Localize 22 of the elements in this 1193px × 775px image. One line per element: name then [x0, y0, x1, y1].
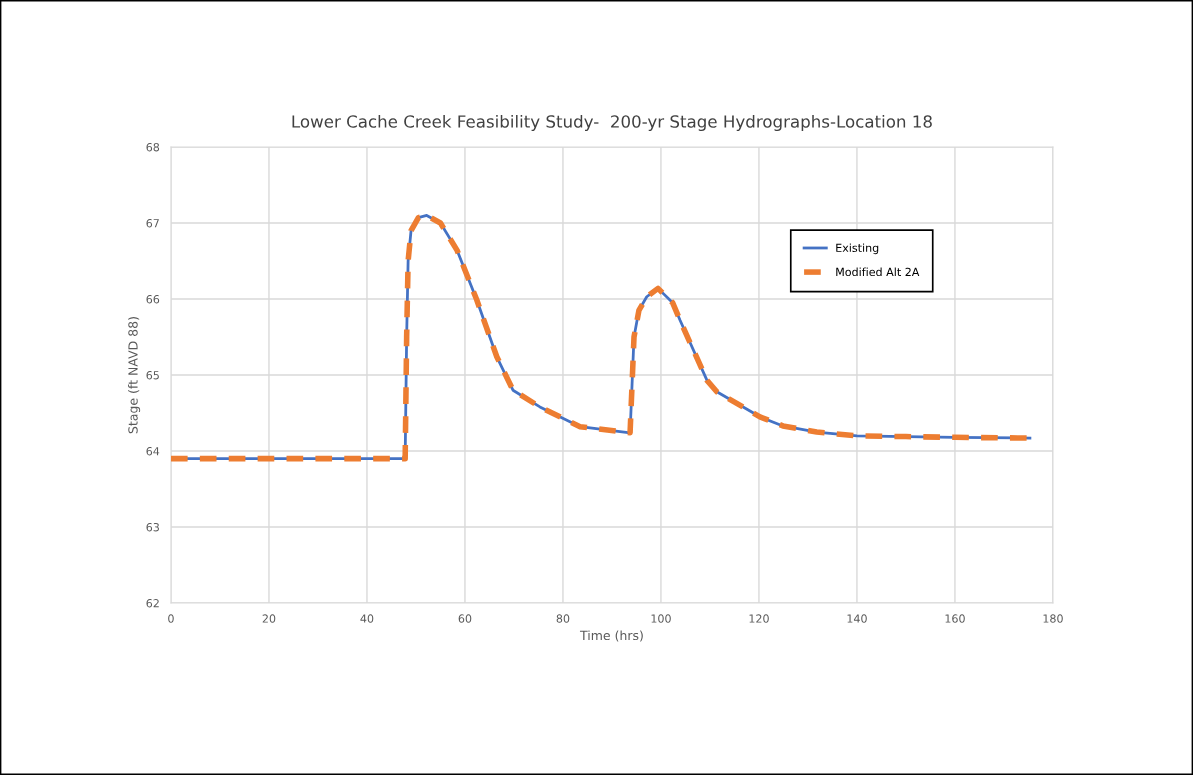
- x-tick-label: 160: [945, 614, 965, 623]
- x-tick-label: 100: [651, 614, 671, 623]
- x-tick-label: 140: [847, 614, 867, 623]
- x-tick-label: 180: [1043, 614, 1063, 623]
- x-tick-label: 80: [556, 614, 570, 623]
- legend-label: Existing: [836, 243, 879, 255]
- y-tick-label: 62: [146, 599, 159, 608]
- y-tick-label: 68: [146, 142, 160, 152]
- y-tick-label: 64: [146, 447, 160, 456]
- y-tick-label: 66: [146, 295, 160, 304]
- chart-title: Lower Cache Creek Feasibility Study- 200-yr Stage Hydrographs-Location 18: [292, 114, 932, 132]
- y-tick-label: 63: [146, 523, 159, 532]
- legend-label: Modified Alt 2A: [836, 267, 920, 277]
- y-tick-label: 67: [146, 218, 159, 228]
- x-tick-label: 40: [360, 614, 374, 623]
- y-tick-label: 65: [146, 371, 159, 380]
- x-tick-label: 0: [168, 614, 174, 623]
- x-tick-label: 120: [749, 614, 769, 623]
- y-axis-title: Stage (ft NAVD 88): [128, 317, 141, 434]
- x-tick-label: 20: [262, 614, 276, 623]
- x-tick-label: 60: [458, 614, 472, 623]
- x-axis-title: Time (hrs): [579, 630, 643, 642]
